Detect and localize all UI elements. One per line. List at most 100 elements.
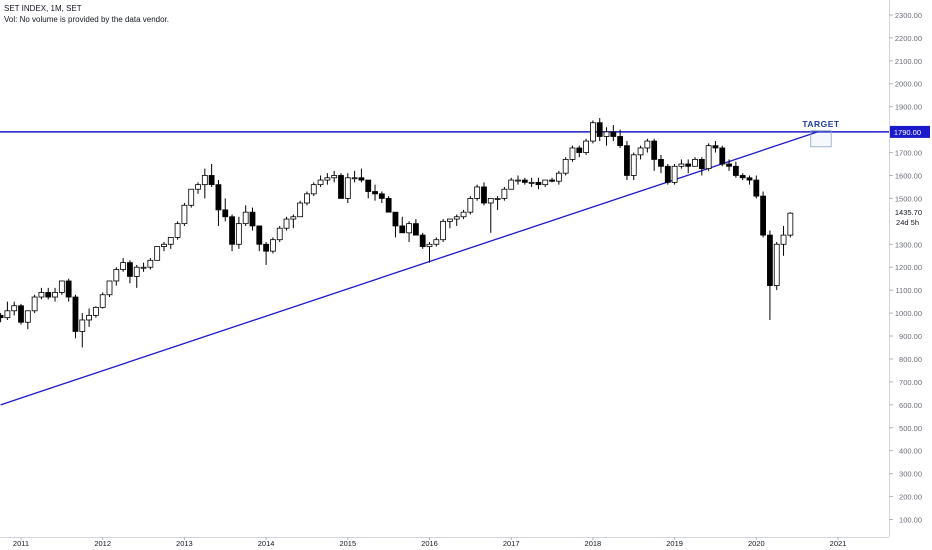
candle-down[interactable]	[229, 216, 235, 245]
candle-down[interactable]	[719, 147, 726, 165]
candle-down[interactable]	[18, 305, 24, 323]
candle-down[interactable]	[651, 140, 658, 160]
candle-up[interactable]	[487, 198, 494, 204]
candle-up[interactable]	[630, 154, 637, 176]
candle-down[interactable]	[732, 165, 739, 176]
candle-up[interactable]	[406, 223, 412, 234]
candle-up[interactable]	[79, 319, 86, 332]
candle-up[interactable]	[270, 239, 276, 252]
candle-up[interactable]	[317, 179, 324, 186]
candle-up[interactable]	[24, 310, 31, 323]
candle-down[interactable]	[338, 175, 344, 199]
candle-down[interactable]	[65, 280, 72, 298]
candle-up[interactable]	[542, 179, 549, 186]
candle-up[interactable]	[787, 212, 794, 236]
candle-up[interactable]	[780, 234, 787, 245]
candle-up[interactable]	[692, 159, 698, 167]
candle-up[interactable]	[562, 159, 569, 174]
candle-up[interactable]	[637, 147, 644, 156]
candle-down[interactable]	[760, 195, 767, 236]
candle-down[interactable]	[378, 193, 385, 199]
candle-up[interactable]	[515, 179, 521, 182]
candle-up[interactable]	[671, 165, 678, 183]
candle-up[interactable]	[290, 216, 297, 220]
candle-up[interactable]	[188, 188, 195, 206]
candle-up[interactable]	[120, 262, 127, 270]
candle-up[interactable]	[324, 177, 331, 181]
candle-up[interactable]	[555, 172, 562, 182]
candle-down[interactable]	[0, 314, 4, 319]
candle-up[interactable]	[426, 243, 433, 247]
candle-up[interactable]	[467, 198, 474, 213]
candle-down[interactable]	[222, 209, 229, 218]
candle-down[interactable]	[739, 175, 746, 179]
candle-down[interactable]	[726, 163, 732, 167]
candle-down[interactable]	[596, 122, 603, 137]
candle-up[interactable]	[11, 305, 18, 312]
candle-up[interactable]	[310, 184, 317, 195]
candle-up[interactable]	[242, 211, 249, 225]
candle-down[interactable]	[208, 175, 215, 186]
candle-up[interactable]	[474, 186, 481, 199]
candle-up[interactable]	[113, 269, 120, 282]
candle-down[interactable]	[617, 136, 624, 147]
target-box[interactable]	[810, 130, 832, 148]
candle-down[interactable]	[712, 145, 719, 149]
candle-down[interactable]	[419, 234, 426, 247]
candle-up[interactable]	[99, 294, 106, 308]
candle-down[interactable]	[399, 225, 406, 234]
candle-down[interactable]	[256, 225, 263, 245]
candle-up[interactable]	[705, 145, 712, 169]
candle-up[interactable]	[92, 306, 99, 316]
candle-up[interactable]	[528, 181, 535, 184]
candle-down[interactable]	[263, 243, 270, 252]
candle-up[interactable]	[161, 243, 167, 247]
candle-up[interactable]	[304, 193, 310, 204]
candle-up[interactable]	[283, 218, 290, 229]
candle-down[interactable]	[610, 131, 617, 137]
candle-down[interactable]	[249, 211, 256, 227]
candle-down[interactable]	[753, 179, 760, 197]
candle-up[interactable]	[86, 314, 92, 321]
candle-up[interactable]	[773, 243, 780, 286]
candle-up[interactable]	[4, 310, 11, 319]
candle-up[interactable]	[235, 223, 242, 245]
candle-up[interactable]	[38, 292, 45, 298]
candle-down[interactable]	[45, 292, 52, 298]
candle-up[interactable]	[58, 280, 65, 293]
candle-up[interactable]	[590, 122, 596, 142]
candle-down[interactable]	[746, 177, 753, 181]
candle-down[interactable]	[685, 163, 692, 167]
candle-up[interactable]	[31, 296, 38, 312]
candle-up[interactable]	[297, 202, 304, 218]
candle-up[interactable]	[167, 236, 174, 245]
candle-up[interactable]	[276, 227, 283, 241]
candle-up[interactable]	[453, 216, 460, 220]
candle-up[interactable]	[140, 266, 147, 269]
candle-up[interactable]	[433, 239, 440, 245]
candle-up[interactable]	[174, 223, 181, 238]
candle-down[interactable]	[576, 147, 583, 153]
candle-up[interactable]	[447, 218, 453, 222]
candle-up[interactable]	[603, 131, 610, 137]
candle-down[interactable]	[624, 145, 630, 176]
candle-down[interactable]	[521, 179, 528, 183]
candle-up[interactable]	[331, 175, 338, 179]
candle-down[interactable]	[392, 211, 399, 227]
rising-trendline[interactable]	[0, 131, 818, 406]
candle-down[interactable]	[658, 159, 664, 167]
candle-up[interactable]	[569, 147, 576, 160]
candle-down[interactable]	[358, 177, 365, 181]
candle-down[interactable]	[215, 184, 222, 211]
candle-up[interactable]	[147, 259, 154, 268]
candle-down[interactable]	[412, 223, 419, 236]
candle-down[interactable]	[481, 186, 487, 204]
candle-up[interactable]	[344, 177, 351, 199]
candle-up[interactable]	[583, 140, 589, 153]
candle-up[interactable]	[351, 177, 358, 180]
candle-down[interactable]	[767, 234, 773, 286]
candle-up[interactable]	[678, 163, 685, 167]
candle-up[interactable]	[52, 292, 58, 298]
candle-up[interactable]	[195, 184, 201, 190]
